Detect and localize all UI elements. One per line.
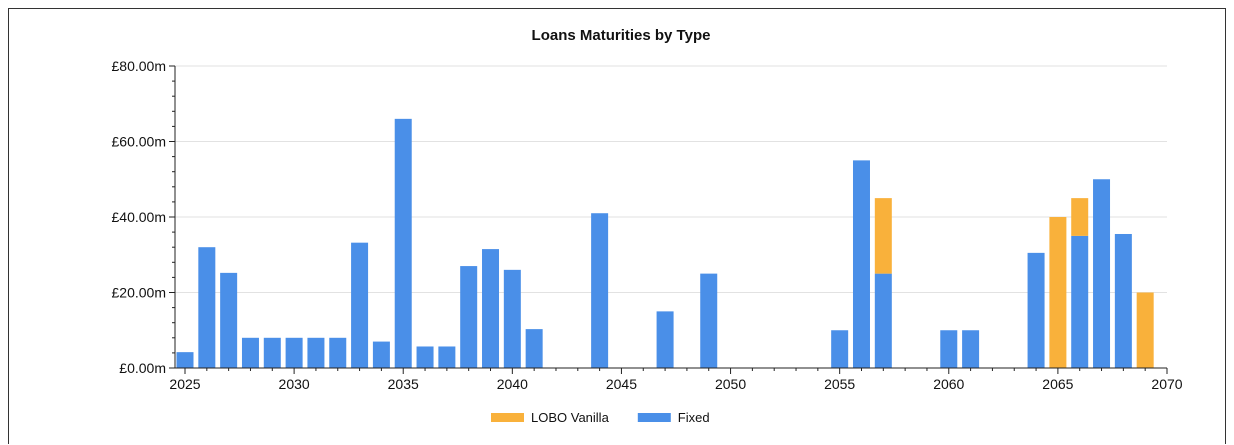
bar-fixed-2060 (940, 330, 958, 368)
ticks-layer: £0.00m £20.00m £40.00m £60.00m £80.00m 2025 20… (112, 58, 1183, 392)
x-tick-label: 2065 (1042, 376, 1073, 392)
bar-lobo-vanilla-2065 (1049, 217, 1067, 368)
x-tick-label: 2040 (497, 376, 528, 392)
chart-svg: Loans Maturities by Type £0.00m £20.00m £4… (112, 27, 1183, 425)
bar-fixed-2039 (482, 249, 500, 368)
bar-fixed-2068 (1114, 233, 1132, 368)
legend-label-fixed: Fixed (678, 410, 710, 425)
x-tick-label: 2060 (933, 376, 964, 392)
bar-fixed-2032 (329, 337, 347, 368)
bar-fixed-2061 (962, 330, 980, 368)
chart-frame: Loans Maturities by Type £0.00m £20.00m £4… (8, 8, 1226, 444)
bar-fixed-2049 (700, 273, 718, 368)
bar-fixed-2038 (460, 266, 478, 368)
x-tick-label: 2045 (606, 376, 637, 392)
x-tick-label: 2070 (1151, 376, 1182, 392)
bar-fixed-2057 (874, 273, 892, 368)
bar-fixed-2040 (503, 269, 521, 368)
legend-label-lobo-vanilla: LOBO Vanilla (531, 410, 610, 425)
bar-fixed-2031 (307, 337, 325, 368)
x-tick-label: 2030 (279, 376, 310, 392)
bar-fixed-2034 (372, 341, 390, 368)
bars-layer (176, 118, 1154, 368)
bar-fixed-2030 (285, 337, 303, 368)
y-tick-label: £0.00m (119, 360, 166, 376)
x-tick-label: 2025 (169, 376, 200, 392)
bar-lobo-vanilla-2069 (1136, 292, 1154, 368)
bar-fixed-2064 (1027, 252, 1045, 368)
bar-fixed-2033 (351, 242, 369, 368)
grid-layer (175, 65, 1167, 293)
y-tick-label: £20.00m (112, 285, 166, 301)
chart-title: Loans Maturities by Type (532, 27, 711, 44)
x-tick-label: 2050 (715, 376, 746, 392)
bar-fixed-2029 (263, 337, 281, 368)
legend-swatch-fixed (637, 413, 671, 422)
bar-fixed-2055 (831, 330, 849, 368)
x-tick-label: 2035 (388, 376, 419, 392)
bar-fixed-2037 (438, 346, 456, 368)
bar-fixed-2056 (852, 160, 870, 368)
x-tick-label: 2055 (824, 376, 855, 392)
bar-fixed-2026 (198, 247, 216, 368)
y-tick-label: £40.00m (112, 209, 166, 225)
bar-lobo-vanilla-2066 (1071, 198, 1089, 236)
y-tick-label: £80.00m (112, 58, 166, 74)
bar-fixed-2047 (656, 311, 674, 368)
legend: LOBO Vanilla Fixed (491, 410, 710, 425)
bar-fixed-2027 (220, 272, 238, 368)
bar-fixed-2066 (1071, 235, 1089, 368)
bar-fixed-2028 (241, 337, 259, 368)
bar-fixed-2067 (1093, 179, 1111, 368)
bar-fixed-2041 (525, 329, 543, 368)
bar-fixed-2035 (394, 118, 412, 368)
legend-swatch-lobo-vanilla (491, 413, 524, 422)
bar-fixed-2044 (591, 213, 609, 368)
bar-fixed-2036 (416, 346, 434, 368)
bar-fixed-2025 (176, 352, 194, 368)
y-tick-label: £60.00m (112, 134, 166, 150)
bar-lobo-vanilla-2057 (874, 198, 892, 274)
